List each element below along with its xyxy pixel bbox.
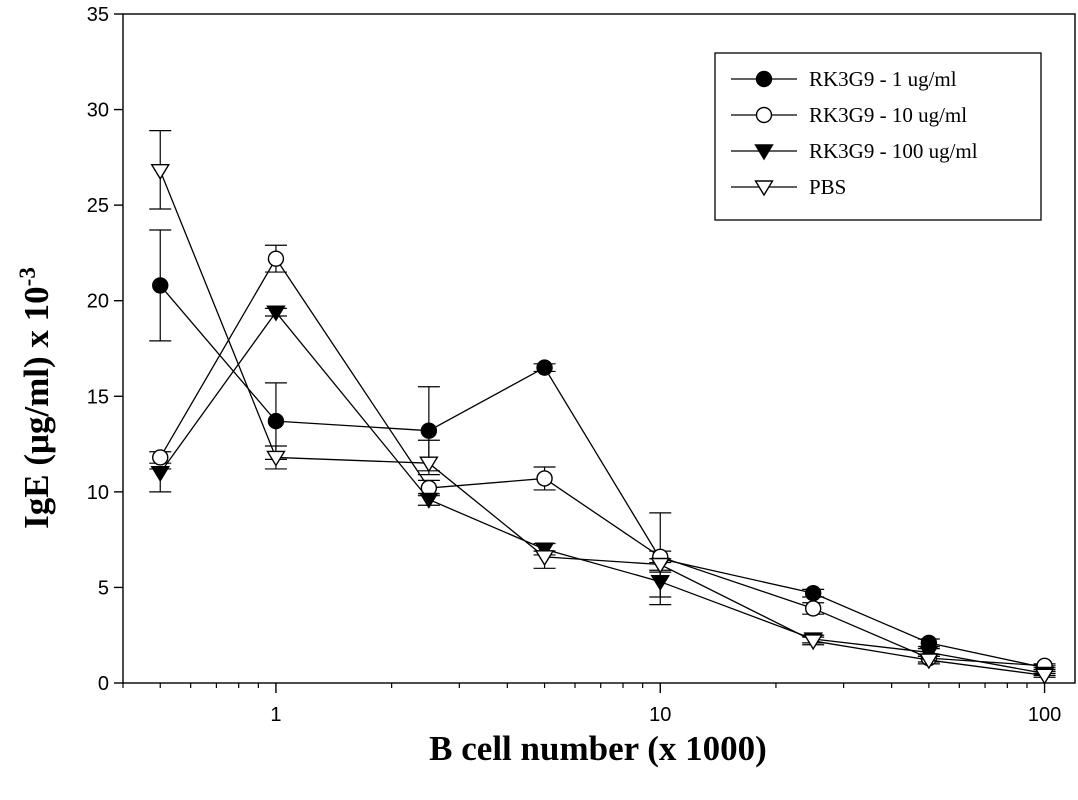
legend-entry: PBS [731, 175, 846, 199]
y-axis-title-group: IgE (μg/ml) x 10-3 [15, 267, 56, 529]
data-point [419, 492, 439, 509]
data-point [755, 70, 773, 88]
y-tick-label: 30 [87, 100, 109, 122]
legend-label: PBS [809, 175, 846, 199]
data-point [804, 600, 822, 617]
data-point [420, 422, 438, 439]
data-point [266, 450, 286, 467]
legend-entry: RK3G9 - 10 ug/ml [731, 103, 967, 127]
data-point [267, 412, 285, 430]
y-tick-label: 35 [87, 4, 109, 26]
y-tick-label: 25 [87, 195, 109, 217]
series-line [159, 170, 1045, 676]
data-point [150, 466, 170, 483]
y-tick-label: 5 [98, 577, 109, 599]
data-point [754, 144, 774, 161]
data-point [534, 550, 555, 567]
y-axis-title-main: IgE (μg/ml) x 10 [17, 286, 56, 528]
series-3 [149, 305, 1056, 683]
y-tick-label: 0 [98, 673, 109, 695]
axes: 0 5 10 15 20 25 30 35 1 10 100 [87, 4, 1076, 726]
legend-entry: RK3G9 - 100 ug/ml [731, 139, 978, 163]
plot-frame [122, 13, 1076, 684]
y-axis-title-exponent: -3 [15, 267, 40, 286]
data-point [755, 106, 773, 124]
data-point [919, 653, 939, 670]
series-4 [149, 129, 1056, 685]
plot-series [149, 129, 1056, 685]
data-point [419, 456, 439, 473]
series-line [159, 285, 1045, 669]
y-tick-label: 10 [87, 482, 109, 504]
y-axis-title: IgE (μg/ml) x 10-3 [15, 267, 56, 529]
data-point [536, 470, 553, 487]
legend-label: RK3G9 - 10 ug/ml [809, 103, 967, 127]
data-point [804, 584, 822, 602]
y-tick-label: 15 [87, 386, 109, 408]
data-point [754, 180, 774, 197]
x-tick-label: 10 [649, 704, 671, 726]
legend-label: RK3G9 - 100 ug/ml [809, 139, 978, 163]
data-point [152, 449, 169, 466]
legend: RK3G9 - 1 ug/ml RK3G9 - 10 ug/ml RK3G9 - 1… [714, 52, 1042, 221]
y-tick-label: 20 [87, 291, 109, 313]
legend-label: RK3G9 - 1 ug/ml [809, 67, 957, 91]
legend-entry: RK3G9 - 1 ug/ml [731, 67, 957, 91]
data-point [150, 164, 170, 181]
x-tick-label: 1 [270, 704, 281, 726]
data-point [267, 250, 285, 267]
x-axis-title: B cell number (x 1000) [429, 729, 767, 768]
data-point [650, 574, 670, 592]
data-point [536, 359, 553, 376]
data-point [803, 634, 823, 651]
series-line [159, 311, 1045, 675]
data-point [650, 557, 670, 574]
x-tick-label: 100 [1028, 704, 1061, 726]
data-point [266, 305, 286, 322]
data-point [1034, 668, 1055, 685]
data-point [152, 277, 169, 294]
series-1 [149, 229, 1056, 676]
